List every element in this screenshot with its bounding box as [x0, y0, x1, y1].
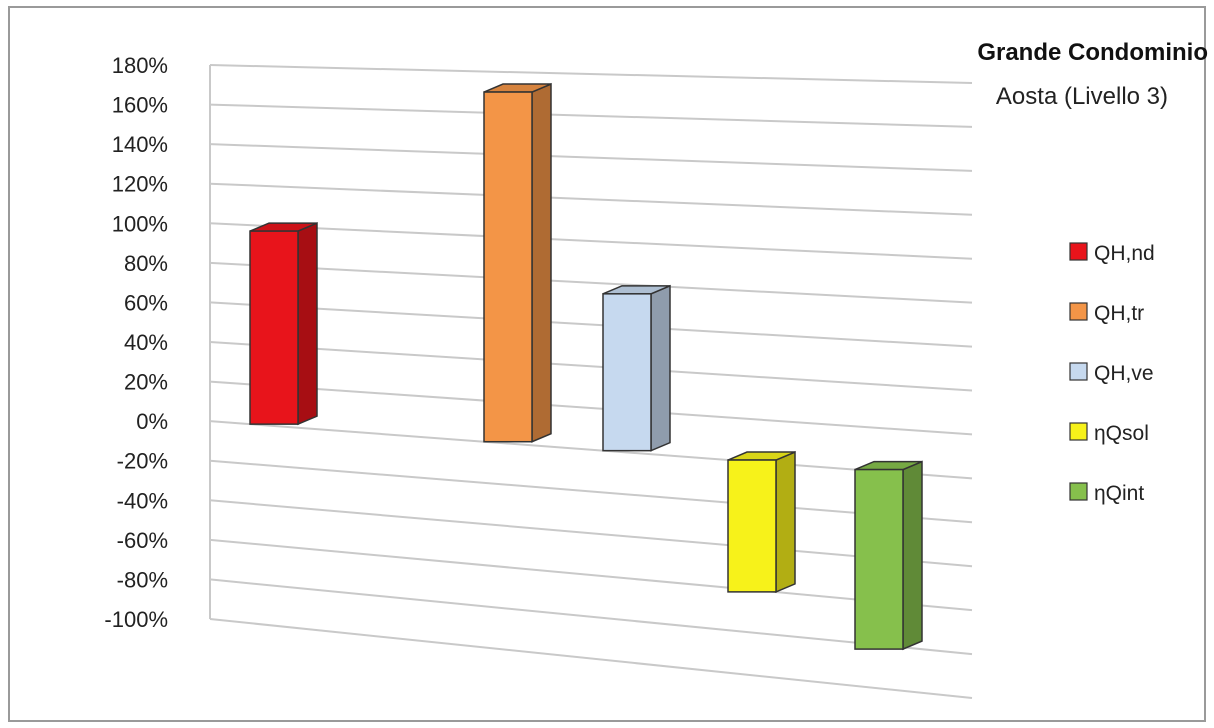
y-tick-label: -80% — [117, 567, 168, 592]
bar-3 — [602, 284, 671, 452]
gridline — [209, 538, 973, 612]
bar-1 — [249, 221, 318, 426]
gridline — [209, 380, 973, 436]
gridline — [209, 222, 973, 260]
bar-4 — [727, 450, 796, 594]
bars — [249, 82, 923, 651]
gridline — [209, 618, 973, 699]
gridline — [209, 420, 973, 480]
y-axis-ticks: -100% -80% -60% -40% -20% 0% 20% 40% 60% 80% 100% 1… — [104, 53, 168, 632]
legend-swatch — [1069, 482, 1088, 501]
y-tick-label: 120% — [112, 172, 168, 197]
bar-chart: -100% -80% -60% -40% -20% 0% 20% 40% 60% 80% 100% 1… — [104, 39, 1208, 699]
y-tick-label: 160% — [112, 93, 168, 118]
chart-subtitle: Aosta (Livello 3) — [996, 83, 1168, 110]
y-tick-label: 60% — [124, 290, 168, 315]
bar-5 — [854, 460, 923, 651]
legend-label: QH,nd — [1094, 242, 1155, 265]
gridline — [209, 143, 973, 172]
legend-item: ηQsol — [1069, 422, 1149, 445]
gridline — [209, 499, 973, 568]
y-tick-label: 20% — [124, 370, 168, 395]
chart-title: Grande Condominio — [977, 39, 1208, 66]
gridline — [209, 261, 973, 304]
y-tick-label: 100% — [112, 211, 168, 236]
legend-label: QH,tr — [1094, 302, 1144, 325]
y-tick-label: 180% — [112, 53, 168, 78]
legend: QH,nd QH,tr QH,ve ηQsol ηQint — [1069, 242, 1155, 505]
legend-swatch — [1069, 242, 1088, 261]
gridline — [209, 182, 973, 216]
legend-swatch — [1069, 422, 1088, 441]
legend-swatch — [1069, 302, 1088, 321]
y-tick-label: 140% — [112, 132, 168, 157]
y-tick-label: -100% — [104, 607, 168, 632]
legend-item: ηQint — [1069, 482, 1144, 505]
gridlines — [209, 64, 973, 699]
y-tick-label: 0% — [136, 409, 168, 434]
gridline — [209, 103, 973, 128]
bar-2 — [483, 82, 552, 443]
legend-item: QH,nd — [1069, 242, 1155, 265]
y-tick-label: 80% — [124, 251, 168, 276]
gridline — [209, 64, 973, 84]
y-tick-label: -40% — [117, 488, 168, 513]
gridline — [209, 301, 973, 348]
legend-label: ηQint — [1094, 482, 1144, 505]
legend-label: QH,ve — [1094, 362, 1154, 385]
y-tick-label: -60% — [117, 528, 168, 553]
gridline — [209, 459, 973, 524]
gridline — [209, 341, 973, 392]
legend-label: ηQsol — [1094, 422, 1149, 445]
legend-item: QH,tr — [1069, 302, 1144, 325]
y-tick-label: -20% — [117, 449, 168, 474]
legend-item: QH,ve — [1069, 362, 1154, 385]
gridline — [209, 578, 973, 656]
chart-frame: -100% -80% -60% -40% -20% 0% 20% 40% 60% 80% 100% 1… — [8, 6, 1208, 722]
y-tick-label: 40% — [124, 330, 168, 355]
legend-swatch — [1069, 362, 1088, 381]
